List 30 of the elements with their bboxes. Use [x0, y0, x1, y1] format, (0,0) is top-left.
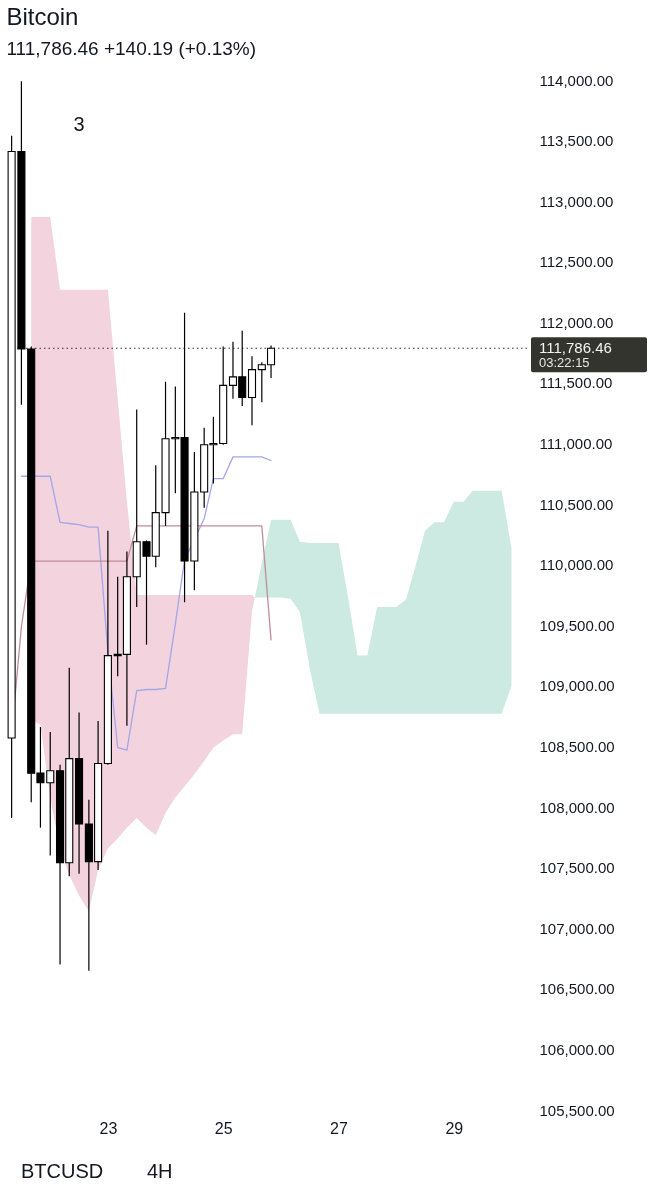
- chart-subtitle: 111,786.46 +140.19 (+0.13%): [6, 38, 257, 59]
- x-tick-label: 23: [99, 1119, 118, 1137]
- x-tick-label: 27: [330, 1119, 348, 1137]
- y-tick-label: 114,000.00: [539, 71, 614, 89]
- y-tick-label: 106,500.00: [539, 980, 615, 998]
- text: 4H: [147, 1160, 173, 1182]
- chart-title: Bitcoin: [6, 3, 79, 30]
- y-tick-label: 112,000.00: [539, 313, 614, 331]
- x-tick-label: 25: [214, 1119, 233, 1137]
- y-tick-label: 113,500.00: [539, 132, 614, 150]
- line-series: [20, 456, 272, 751]
- x-tick-label: 29: [445, 1119, 464, 1137]
- y-tick-label: 108,000.00: [539, 798, 615, 816]
- y-tick-label: 106,000.00: [539, 1040, 615, 1058]
- y-tick-label: 108,500.00: [539, 737, 615, 755]
- annotation: 3: [73, 113, 85, 135]
- y-tick-label: 107,000.00: [539, 919, 615, 937]
- y-tick-label: 112,500.00: [539, 253, 614, 271]
- y-tick-label: 111,000.00: [539, 435, 613, 453]
- y-tick-label: 111,500.00: [539, 374, 613, 392]
- text: BTCUSD: [21, 1160, 104, 1182]
- y-tick-label: 109,500.00: [539, 616, 615, 634]
- y-tick-label: 107,500.00: [539, 859, 615, 877]
- y-tick-label: 113,000.00: [539, 192, 614, 210]
- y-tick-label: 110,000.00: [539, 556, 614, 574]
- ref-line-label: 111,786.46: [539, 339, 612, 357]
- y-tick-label: 109,000.00: [539, 677, 615, 695]
- y-tick-label: 110,500.00: [539, 495, 614, 513]
- text: 03:22:15: [539, 355, 590, 371]
- y-tick-label: 105,500.00: [539, 1101, 615, 1119]
